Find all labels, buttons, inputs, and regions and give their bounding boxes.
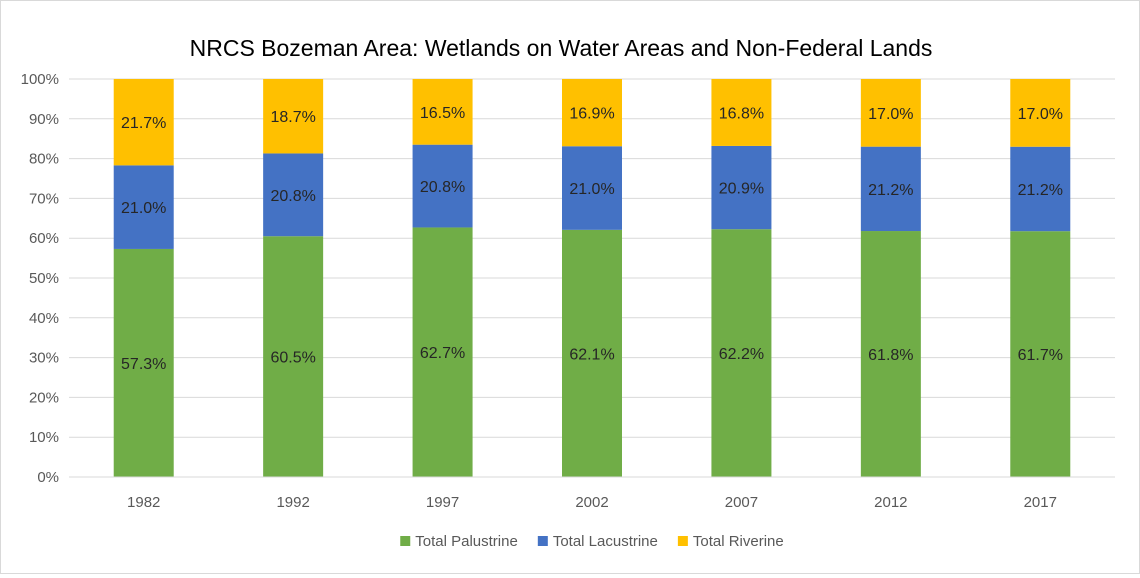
y-tick-label: 70% xyxy=(29,190,59,207)
bar-segment xyxy=(263,236,324,477)
x-tick-label: 2017 xyxy=(1024,494,1057,511)
bars: 57.3% 21.0% 21.7% 60.5% 20.8% 18.7% 62.7% 20.8%… xyxy=(113,79,1071,477)
bar-segment xyxy=(1010,231,1071,477)
bar-segment xyxy=(860,231,921,477)
legend-label: Total Lacustrine xyxy=(553,533,658,550)
data-label: 57.3% xyxy=(121,356,166,373)
data-label: 16.9% xyxy=(569,106,614,123)
legend: Total Palustrine Total Lacustrine Total Ri… xyxy=(400,533,784,550)
legend-swatch xyxy=(537,536,548,546)
y-tick-label: 10% xyxy=(29,429,59,446)
legend-item: Total Riverine xyxy=(677,533,784,550)
y-tick-label: 20% xyxy=(29,389,59,406)
data-label: 21.0% xyxy=(121,200,166,217)
bar-segment xyxy=(113,165,174,249)
y-tick-label: 90% xyxy=(29,111,59,128)
legend-swatch xyxy=(677,536,688,546)
legend-label: Total Palustrine xyxy=(415,533,518,550)
data-label: 62.1% xyxy=(569,346,614,363)
data-label: 61.8% xyxy=(868,347,913,364)
bar-segment xyxy=(860,146,921,232)
legend-label: Total Riverine xyxy=(693,533,784,550)
bar-segment xyxy=(412,79,473,145)
bar-segment xyxy=(263,153,324,237)
bar-segment xyxy=(412,144,473,228)
bar-segment xyxy=(860,79,921,147)
bar-segment xyxy=(562,229,622,477)
data-label: 16.5% xyxy=(420,105,465,122)
y-tick-label: 30% xyxy=(29,350,59,367)
y-tick-label: 40% xyxy=(29,310,59,327)
data-label: 20.8% xyxy=(270,188,315,205)
data-label: 21.0% xyxy=(569,181,614,198)
x-tick-label: 2002 xyxy=(575,494,608,511)
data-label: 21.2% xyxy=(1018,182,1063,199)
legend-swatch xyxy=(400,536,411,546)
bar-segment xyxy=(1010,146,1071,232)
bar-segment xyxy=(711,145,772,230)
bar-segment xyxy=(711,79,772,146)
bar-segment xyxy=(562,79,622,147)
data-label: 18.7% xyxy=(270,109,315,126)
bar-segment xyxy=(1010,79,1071,147)
bar-segment xyxy=(113,79,174,166)
data-label: 62.7% xyxy=(420,345,465,362)
y-tick-label: 100% xyxy=(21,71,59,88)
x-tick-label: 2012 xyxy=(874,494,907,511)
y-tick-label: 60% xyxy=(29,230,59,247)
legend-item: Total Lacustrine xyxy=(537,533,658,550)
y-axis-ticks: 0% 10% 20% 30% 40% 50% 60% 70% 80% 90% 100% xyxy=(21,71,59,486)
legend-item: Total Palustrine xyxy=(400,533,518,550)
x-tick-label: 1992 xyxy=(276,494,309,511)
bar-segment xyxy=(412,227,473,477)
x-axis-ticks: 1982 1992 1997 2002 2007 2012 2017 xyxy=(69,476,1115,511)
y-tick-label: 0% xyxy=(37,469,59,486)
bar-segment xyxy=(263,79,324,154)
bar-segment xyxy=(711,229,772,477)
data-label: 21.2% xyxy=(868,182,913,199)
data-label: 16.8% xyxy=(719,105,764,122)
data-label: 20.9% xyxy=(719,181,764,198)
data-label: 20.8% xyxy=(420,179,465,196)
x-tick-label: 2007 xyxy=(725,494,758,511)
x-tick-label: 1982 xyxy=(127,494,160,511)
y-tick-label: 50% xyxy=(29,270,59,287)
data-label: 17.0% xyxy=(1018,106,1063,123)
data-label: 61.7% xyxy=(1018,347,1063,364)
data-label: 62.2% xyxy=(719,346,764,363)
data-label: 60.5% xyxy=(270,350,315,367)
data-label: 17.0% xyxy=(868,106,913,123)
x-tick-label: 1997 xyxy=(426,494,459,511)
data-label: 21.7% xyxy=(121,115,166,132)
chart-title: NRCS Bozeman Area: Wetlands on Water Are… xyxy=(190,35,933,61)
bar-segment xyxy=(113,248,174,477)
bar-segment xyxy=(562,146,622,230)
y-tick-label: 80% xyxy=(29,151,59,168)
